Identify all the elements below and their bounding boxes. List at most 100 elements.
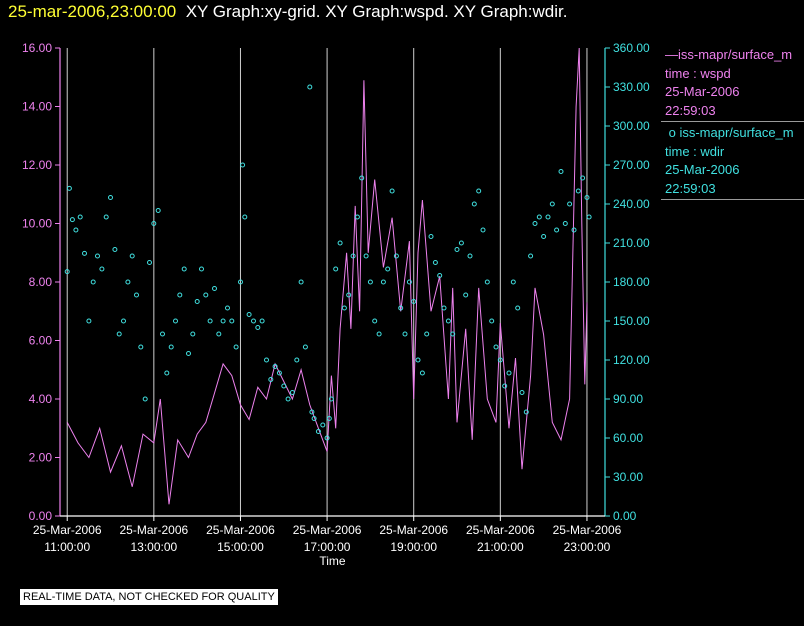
wdir-point [298, 279, 304, 285]
wdir-point [181, 266, 187, 272]
wdir-point [428, 234, 434, 239]
wdir-point [199, 266, 204, 272]
quality-note: REAL-TIME DATA, NOT CHECKED FOR QUALITY [20, 589, 278, 605]
wspd-series [66, 47, 588, 505]
legend-divider [661, 121, 804, 122]
wdir-point [571, 227, 577, 233]
wdir-point [203, 292, 209, 298]
wdir-point [82, 250, 87, 256]
x-tick-date-label: 25-Mar-2006 [119, 523, 188, 537]
y-right-tick-label: 180.00 [613, 275, 650, 289]
wdir-point [586, 214, 592, 220]
y-right-tick-label: 330.00 [613, 80, 650, 94]
axis-labels: 25-Mar-2006 11:00:00 25-Mar-2006 13:00:00 25… [22, 41, 650, 568]
wdir-point [536, 214, 542, 220]
y-right-tick-label: 150.00 [613, 314, 650, 328]
wdir-point [307, 84, 313, 90]
wdir-point [142, 396, 148, 402]
legend: —iss-mapr/surface_m time : wspd 25-Mar-2… [661, 46, 804, 202]
wdir-point [558, 169, 564, 174]
wdir-point [326, 416, 332, 421]
wdir-point [354, 214, 360, 220]
x-tick-date-label: 25-Mar-2006 [379, 523, 448, 537]
wdir-point [320, 422, 326, 428]
wdir-point [69, 217, 75, 223]
x-tick-date-label: 25-Mar-2006 [33, 523, 102, 537]
wdir-point [216, 331, 222, 337]
wdir-point [480, 227, 486, 233]
chart-axes [55, 47, 610, 521]
wdir-point [155, 208, 161, 213]
wdir-point [95, 253, 100, 259]
legend-divider [661, 199, 804, 200]
legend-wspd-time: 22:59:03 [665, 102, 716, 118]
wdir-point [437, 273, 443, 278]
legend-marker-swatch: o [665, 125, 680, 140]
x-tick-time-label: 23:00:00 [564, 540, 611, 554]
y-right-tick-label: 270.00 [613, 158, 650, 172]
y-right-tick-label: 60.00 [613, 431, 643, 445]
wdir-point [190, 331, 196, 337]
wdir-point [255, 325, 261, 330]
wdir-point [138, 344, 144, 350]
y-right-tick-label: 30.00 [613, 470, 643, 484]
wdir-point [112, 247, 118, 252]
wdir-point [64, 269, 70, 275]
wdir-point [441, 305, 447, 311]
wdir-point [220, 318, 226, 324]
wdir-point [276, 370, 282, 376]
wdir-point [246, 312, 252, 317]
wspd-line [66, 47, 588, 505]
wdir-point [346, 292, 352, 298]
y-left-tick-label: 14.00 [22, 100, 52, 114]
wdir-point [489, 318, 495, 324]
y-right-tick-label: 300.00 [613, 119, 650, 133]
wdir-point [406, 279, 412, 285]
y-left-tick-label: 0.00 [29, 509, 53, 523]
legend-wspd: —iss-mapr/surface_m time : wspd 25-Mar-2… [663, 46, 804, 120]
wdir-point [103, 214, 109, 220]
y-left-tick-label: 2.00 [29, 451, 53, 465]
wdir-point [398, 305, 404, 311]
wdir-point [233, 344, 239, 350]
wdir-point [168, 344, 174, 350]
wdir-point [363, 253, 369, 259]
wdir-series [64, 84, 592, 441]
grid-lines [66, 48, 588, 516]
wdir-point [541, 234, 547, 239]
x-tick-date-label: 25-Mar-2006 [293, 523, 362, 537]
wdir-point [212, 286, 217, 291]
y-left-tick-label: 10.00 [22, 217, 52, 231]
wdir-point [129, 253, 135, 259]
wdir-point [432, 260, 438, 265]
wdir-point [532, 221, 538, 226]
wdir-point [173, 318, 178, 324]
wdir-point [372, 318, 378, 324]
wdir-point [454, 247, 460, 252]
legend-wdir-date: 25-Mar-2006 [665, 162, 740, 177]
wdir-point [528, 253, 534, 259]
timestamp-label: 25-mar-2006,23:00:00 [8, 2, 177, 21]
wdir-point [311, 416, 317, 421]
legend-wspd-name: iss-mapr/surface_m [678, 47, 793, 62]
y-left-tick-label: 8.00 [29, 275, 53, 289]
y-right-tick-label: 210.00 [613, 236, 650, 250]
y-left-tick-label: 6.00 [29, 334, 53, 348]
wdir-point [341, 305, 347, 311]
wdir-point [294, 357, 300, 363]
wdir-point [324, 435, 330, 441]
wdir-point [242, 214, 248, 220]
wdir-point [281, 383, 287, 389]
wdir-point [116, 331, 122, 337]
x-tick-time-label: 11:00:00 [44, 540, 90, 554]
y-left-tick-label: 16.00 [22, 41, 52, 55]
x-tick-date-label: 25-Mar-2006 [206, 523, 275, 537]
x-tick-time-label: 19:00:00 [390, 540, 437, 554]
wdir-point [302, 344, 308, 350]
wdir-point [207, 318, 213, 324]
wdir-point [510, 279, 516, 285]
wdir-point [484, 279, 490, 285]
wdir-point [99, 266, 105, 272]
legend-line-swatch: — [665, 47, 678, 62]
wdir-point [328, 396, 334, 402]
